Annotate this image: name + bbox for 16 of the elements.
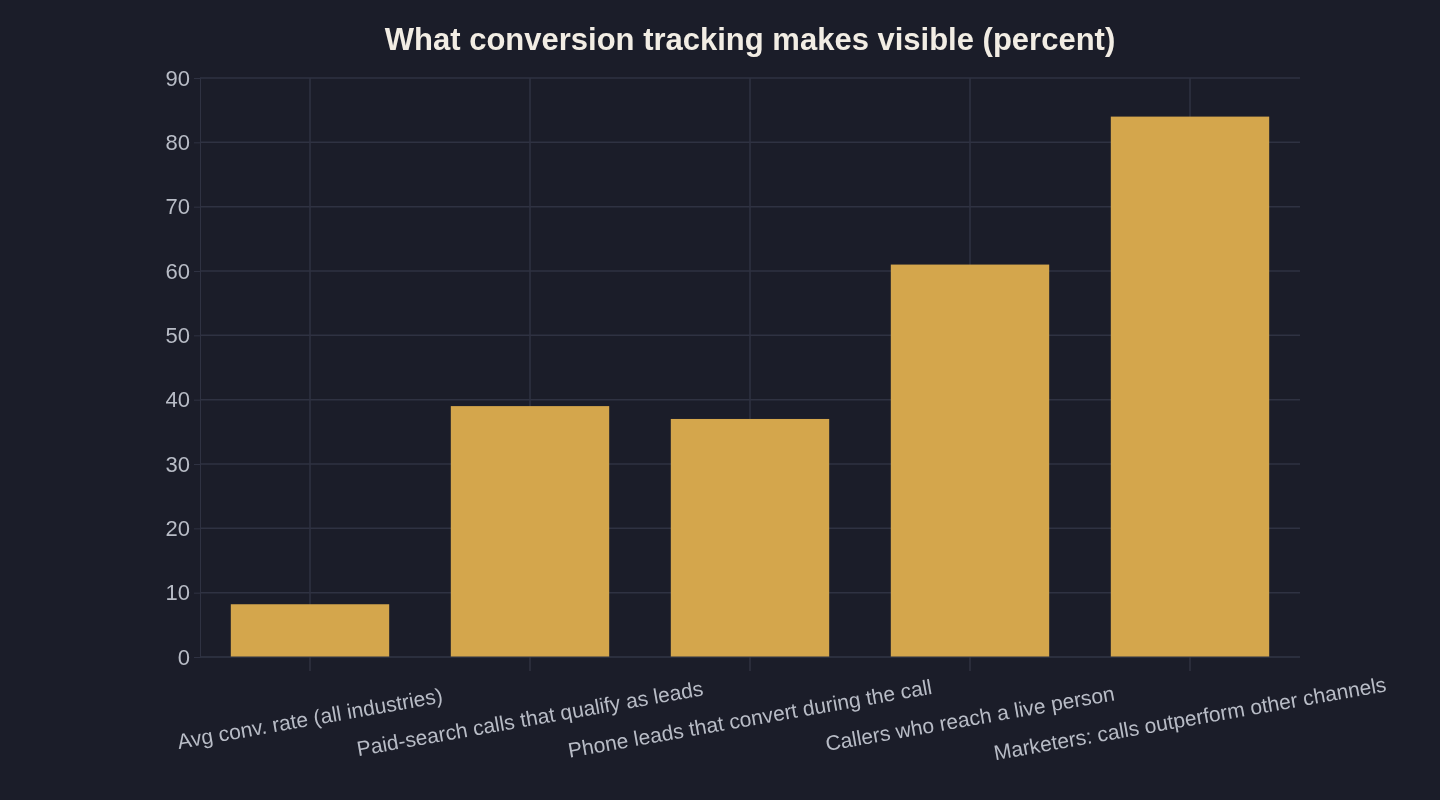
y-tick-label: 90 (165, 65, 190, 91)
bar (1110, 116, 1270, 657)
chart-title: What conversion tracking makes visible (percent) (384, 22, 1116, 57)
y-tick-label: 80 (165, 129, 190, 155)
bar (670, 418, 830, 657)
y-tick-label: 50 (165, 322, 190, 348)
bar (890, 264, 1050, 657)
y-tick-label: 60 (165, 258, 190, 284)
bar (230, 604, 390, 657)
y-tick-label: 20 (165, 515, 190, 541)
y-tick-label: 0 (177, 644, 190, 670)
y-tick-label: 10 (165, 580, 190, 606)
bar (450, 406, 610, 657)
y-tick-label: 40 (165, 387, 190, 413)
y-tick-label: 70 (165, 194, 190, 220)
y-tick-label: 30 (165, 451, 190, 477)
